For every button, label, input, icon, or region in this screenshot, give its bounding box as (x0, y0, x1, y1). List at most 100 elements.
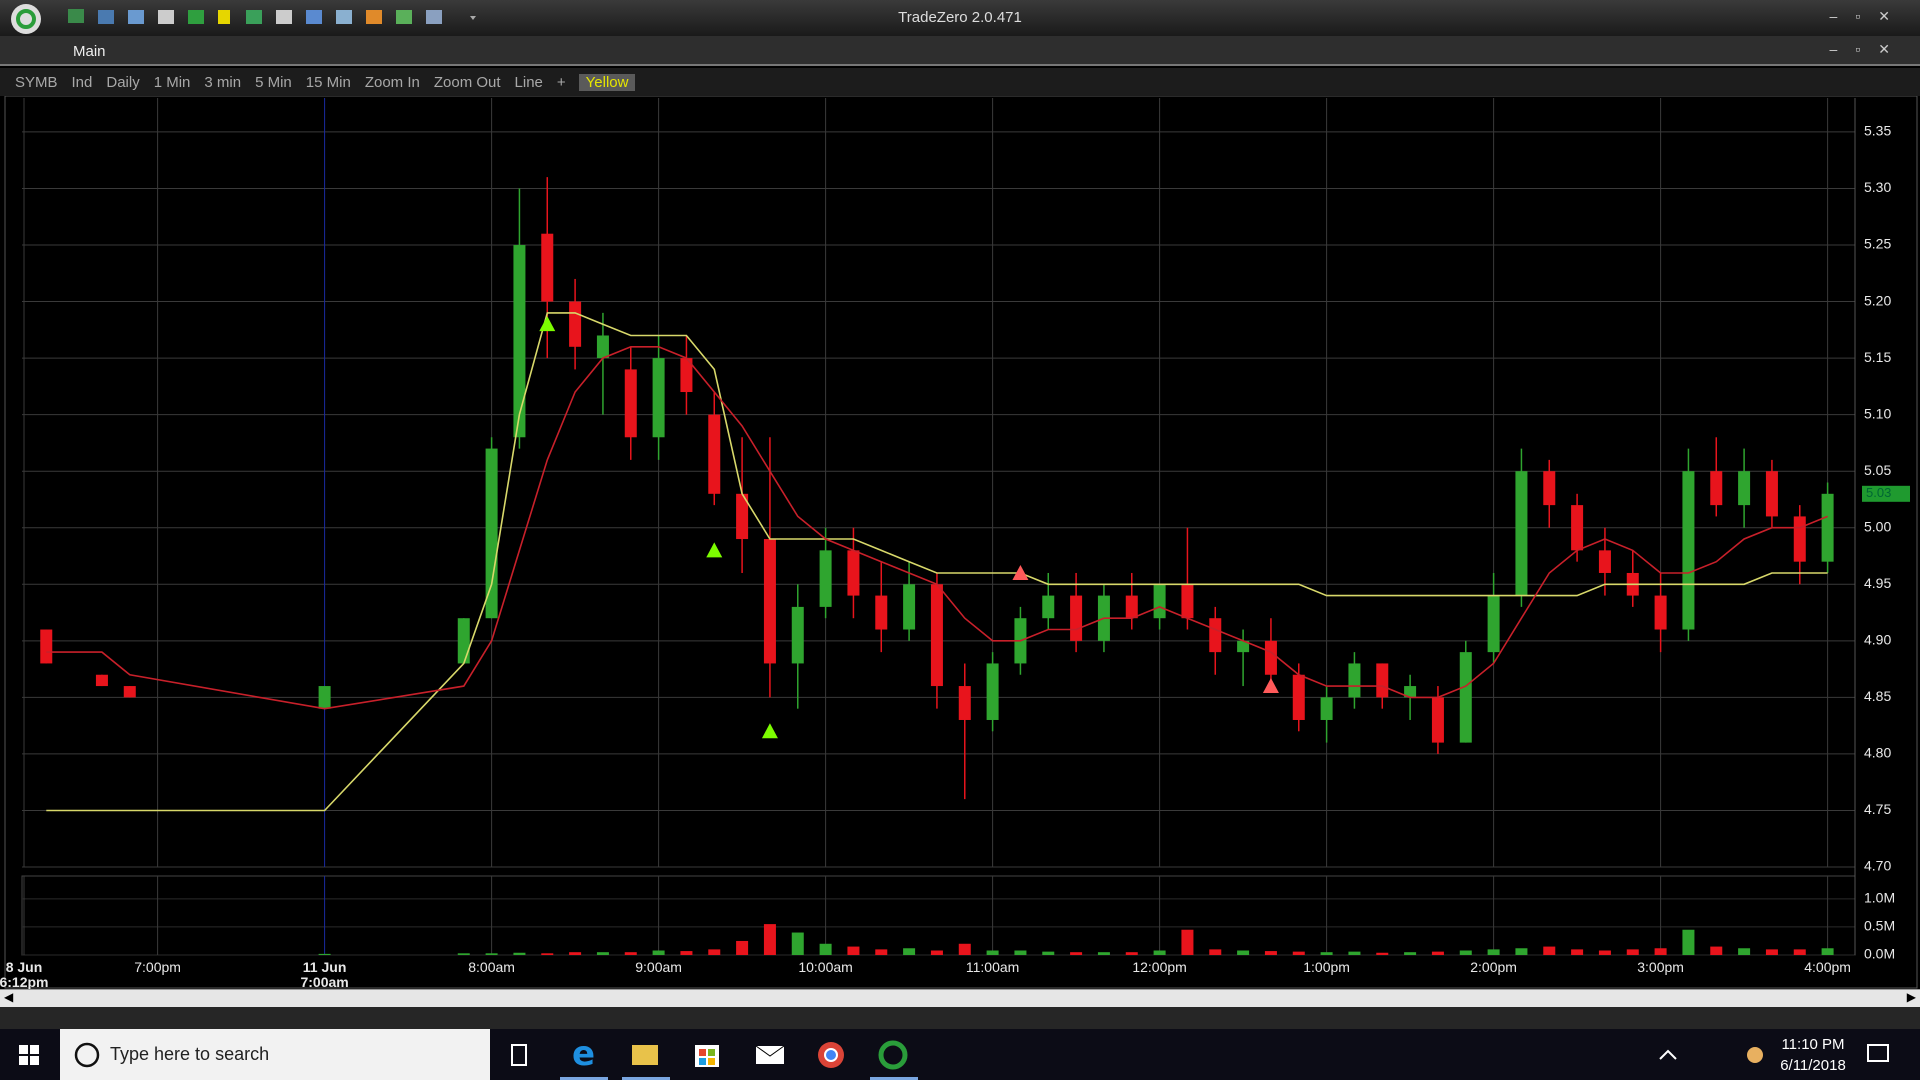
candle-body (1209, 618, 1222, 653)
quick-toolbar[interactable] (62, 0, 482, 36)
candle-body (680, 358, 693, 393)
toolbar-button[interactable]: Zoom In (364, 73, 420, 91)
toolbar-button[interactable]: Line (514, 73, 543, 91)
volume-bar (680, 951, 693, 955)
volume-bar (847, 946, 860, 955)
volume-bar (541, 953, 554, 955)
clock-time: 11:10 PM (1781, 1036, 1845, 1053)
volume-bar (1654, 948, 1667, 955)
candle-body (1431, 697, 1444, 743)
toolbar-button[interactable]: 1 Min (153, 73, 191, 91)
volume-bar (930, 950, 943, 955)
volume-bar (1598, 950, 1611, 955)
volume-bar (875, 949, 888, 955)
candle-body (513, 245, 526, 438)
y-tick-label: 5.15 (1864, 349, 1891, 365)
candle-body (1292, 674, 1305, 720)
volume-bar (1571, 949, 1584, 955)
candle-body (875, 595, 888, 630)
y-tick-label: 4.90 (1864, 632, 1891, 648)
candle-body (847, 550, 860, 596)
volume-bar (1515, 948, 1528, 955)
volume-bar (596, 952, 609, 955)
candle-body (930, 584, 943, 687)
volume-bar (1376, 952, 1389, 955)
taskbar-icons[interactable]: e (0, 1029, 1920, 1080)
volume-bar (1153, 950, 1166, 955)
candle-body (736, 493, 749, 540)
candle-body (1348, 663, 1361, 698)
volume-bar (569, 952, 582, 955)
y-tick-label: 4.85 (1864, 688, 1891, 704)
candle-body (1682, 471, 1695, 630)
y-tick-label: 5.30 (1864, 179, 1891, 195)
volume-bar (1264, 951, 1277, 955)
search-icon (74, 1042, 100, 1068)
candle-body (596, 335, 609, 359)
toolbar-button[interactable]: SYMB (15, 73, 58, 91)
volume-bar (1626, 949, 1639, 955)
tab-controls[interactable]: –▫✕ (1829, 41, 1908, 57)
candle-body (1125, 595, 1138, 619)
volume-bar (1543, 946, 1556, 955)
scrollbar[interactable]: ◀ ▶ (0, 989, 1920, 1007)
candle-body (1793, 516, 1806, 562)
indicator-line (46, 346, 1828, 710)
last-price-label: 5.03 (1866, 485, 1891, 500)
volume-bar (1738, 948, 1751, 955)
chart-frame (4, 95, 1918, 989)
toolbar-button[interactable]: 5 Min (255, 73, 292, 91)
y-tick-label: 5.20 (1864, 292, 1891, 308)
x-tick-label: 1:00pm (1303, 959, 1350, 975)
candle-body (791, 606, 804, 664)
candle-body (1042, 595, 1055, 619)
candle-body (1153, 584, 1166, 619)
toolbar-button[interactable]: Ind (71, 73, 93, 91)
x-tick-label: 2:00pm (1470, 959, 1517, 975)
volume-bar (485, 953, 498, 955)
volume-bar (1459, 950, 1472, 955)
x-tick-label: 8 Jun 6:12pm (0, 959, 49, 990)
chart: 4.70 4.75 4.80 4.85 4.90 4.95 5.00 5.05 5.10 5.15… (4, 87, 1918, 989)
volume-tick-label: 0.0M (1864, 946, 1895, 962)
signal-marker (539, 316, 556, 332)
volume-bar (1793, 949, 1806, 955)
color-dropdown[interactable]: Yellow (578, 73, 636, 91)
tab-bar: Main –▫✕ (0, 36, 1920, 66)
y-tick-label: 4.95 (1864, 575, 1891, 591)
toolbar-button[interactable]: 15 Min (305, 73, 351, 91)
chart-toolbar: SYMB Ind Daily 1 Min 3 min 5 Min 15 Min Zoom In… (0, 68, 1920, 96)
candle-body (903, 584, 916, 630)
x-tick-label: 12:00pm (1132, 959, 1187, 975)
candle-body (1515, 471, 1528, 596)
x-tick-label: 3:00pm (1637, 959, 1684, 975)
toolbar-button[interactable]: Zoom Out (433, 73, 501, 91)
candle-body (95, 674, 108, 687)
volume-bar (1097, 952, 1110, 955)
volume-bar (1682, 929, 1695, 955)
candle-body (763, 539, 776, 664)
app-logo (11, 4, 41, 34)
search-box[interactable]: Type here to search (60, 1029, 490, 1080)
volume-bar (958, 943, 971, 955)
window-controls[interactable]: –▫✕ (1829, 8, 1908, 24)
candle-body (457, 618, 470, 664)
toolbar-button[interactable]: 3 min (204, 73, 242, 91)
candle-body (1376, 663, 1389, 698)
candle-body (1264, 640, 1277, 675)
candle-body (958, 686, 971, 720)
candle-body (1738, 471, 1751, 506)
volume-bar (1292, 951, 1305, 955)
indicator-line (46, 312, 1828, 812)
candle-body (1487, 595, 1500, 653)
candle-body (819, 550, 832, 607)
volume-bar (986, 950, 999, 955)
candle-body (624, 369, 637, 438)
candle-body (1654, 595, 1667, 630)
toolbar-button[interactable]: + (556, 73, 566, 91)
toolbar-button[interactable]: Daily (106, 73, 140, 91)
volume-bar (1014, 950, 1027, 955)
volume-bar (1125, 952, 1138, 955)
volume-bar (1404, 952, 1417, 955)
y-tick-label: 4.75 (1864, 801, 1891, 817)
